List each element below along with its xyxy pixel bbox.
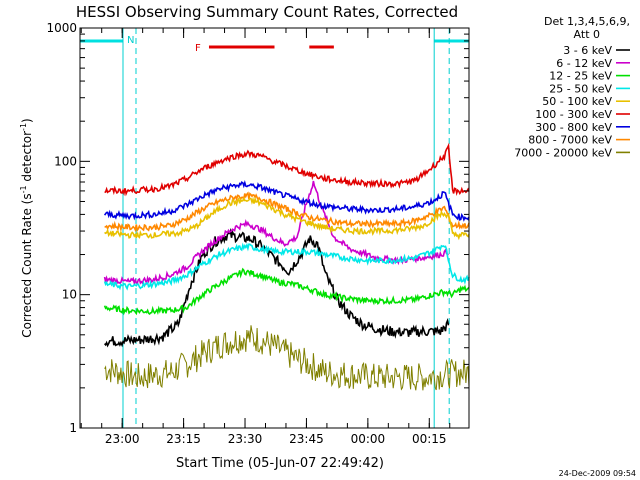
series-line-2 — [103, 267, 470, 316]
x-tick-label: 23:15 — [166, 432, 201, 446]
legend-label: 100 - 300 keV — [535, 108, 612, 121]
y-label-sup1: -1 — [19, 185, 28, 193]
y-tick-label: 100 — [54, 154, 77, 168]
series-line-3 — [103, 242, 470, 291]
legend-label: 25 - 50 keV — [549, 82, 612, 95]
flare-label: F — [195, 43, 201, 54]
series-line-0 — [103, 227, 450, 348]
legend-title-1: Det 1,3,4,5,6,9, — [544, 15, 630, 28]
x-tick-label: 23:45 — [289, 432, 324, 446]
x-tick-label: 00:00 — [351, 432, 386, 446]
y-axis: 1 10 100 1000 — [46, 21, 469, 435]
x-axis: 23:00 23:15 23:30 23:45 00:00 00:15 — [80, 28, 451, 446]
chart-title: HESSI Observing Summary Count Rates, Cor… — [76, 3, 458, 21]
legend-label: 300 - 800 keV — [535, 121, 612, 134]
y-tick-label: 10 — [62, 288, 77, 302]
y-label-mid: detector — [20, 131, 34, 186]
series-line-1 — [103, 180, 449, 287]
series-line-4 — [104, 196, 470, 241]
legend-label: 800 - 7000 keV — [528, 134, 612, 147]
legend-title-2: Att 0 — [574, 28, 600, 41]
night-label: N — [127, 35, 134, 46]
legend-label: 12 - 25 keV — [549, 70, 612, 83]
y-label-end: ) — [20, 118, 34, 123]
series-line-7 — [104, 191, 470, 233]
footer-date: 24-Dec-2009 09:54 — [559, 469, 636, 478]
x-tick-label: 23:30 — [228, 432, 263, 446]
x-tick-label: 23:00 — [105, 432, 140, 446]
series-line-5 — [104, 142, 470, 197]
series-lines — [103, 142, 470, 391]
y-axis-label: Corrected Count Rate (s-1 detector-1) — [19, 118, 34, 337]
y-label-main: Corrected Count Rate (s — [20, 193, 34, 337]
legend-label: 6 - 12 keV — [556, 57, 612, 70]
x-tick-label: 00:15 — [412, 432, 447, 446]
y-label-sup2: -1 — [19, 123, 28, 131]
legend-label: 50 - 100 keV — [542, 95, 612, 108]
x-axis-label: Start Time (05-Jun-07 22:49:42) — [176, 456, 384, 471]
legend-label: 3 - 6 keV — [563, 44, 612, 57]
series-line-8 — [104, 325, 470, 391]
plot-frame — [79, 27, 470, 429]
y-tick-label: 1 — [69, 421, 77, 435]
series-line-6 — [103, 179, 470, 222]
y-tick-label: 1000 — [46, 21, 77, 35]
legend-label: 7000 - 20000 keV — [514, 146, 612, 159]
